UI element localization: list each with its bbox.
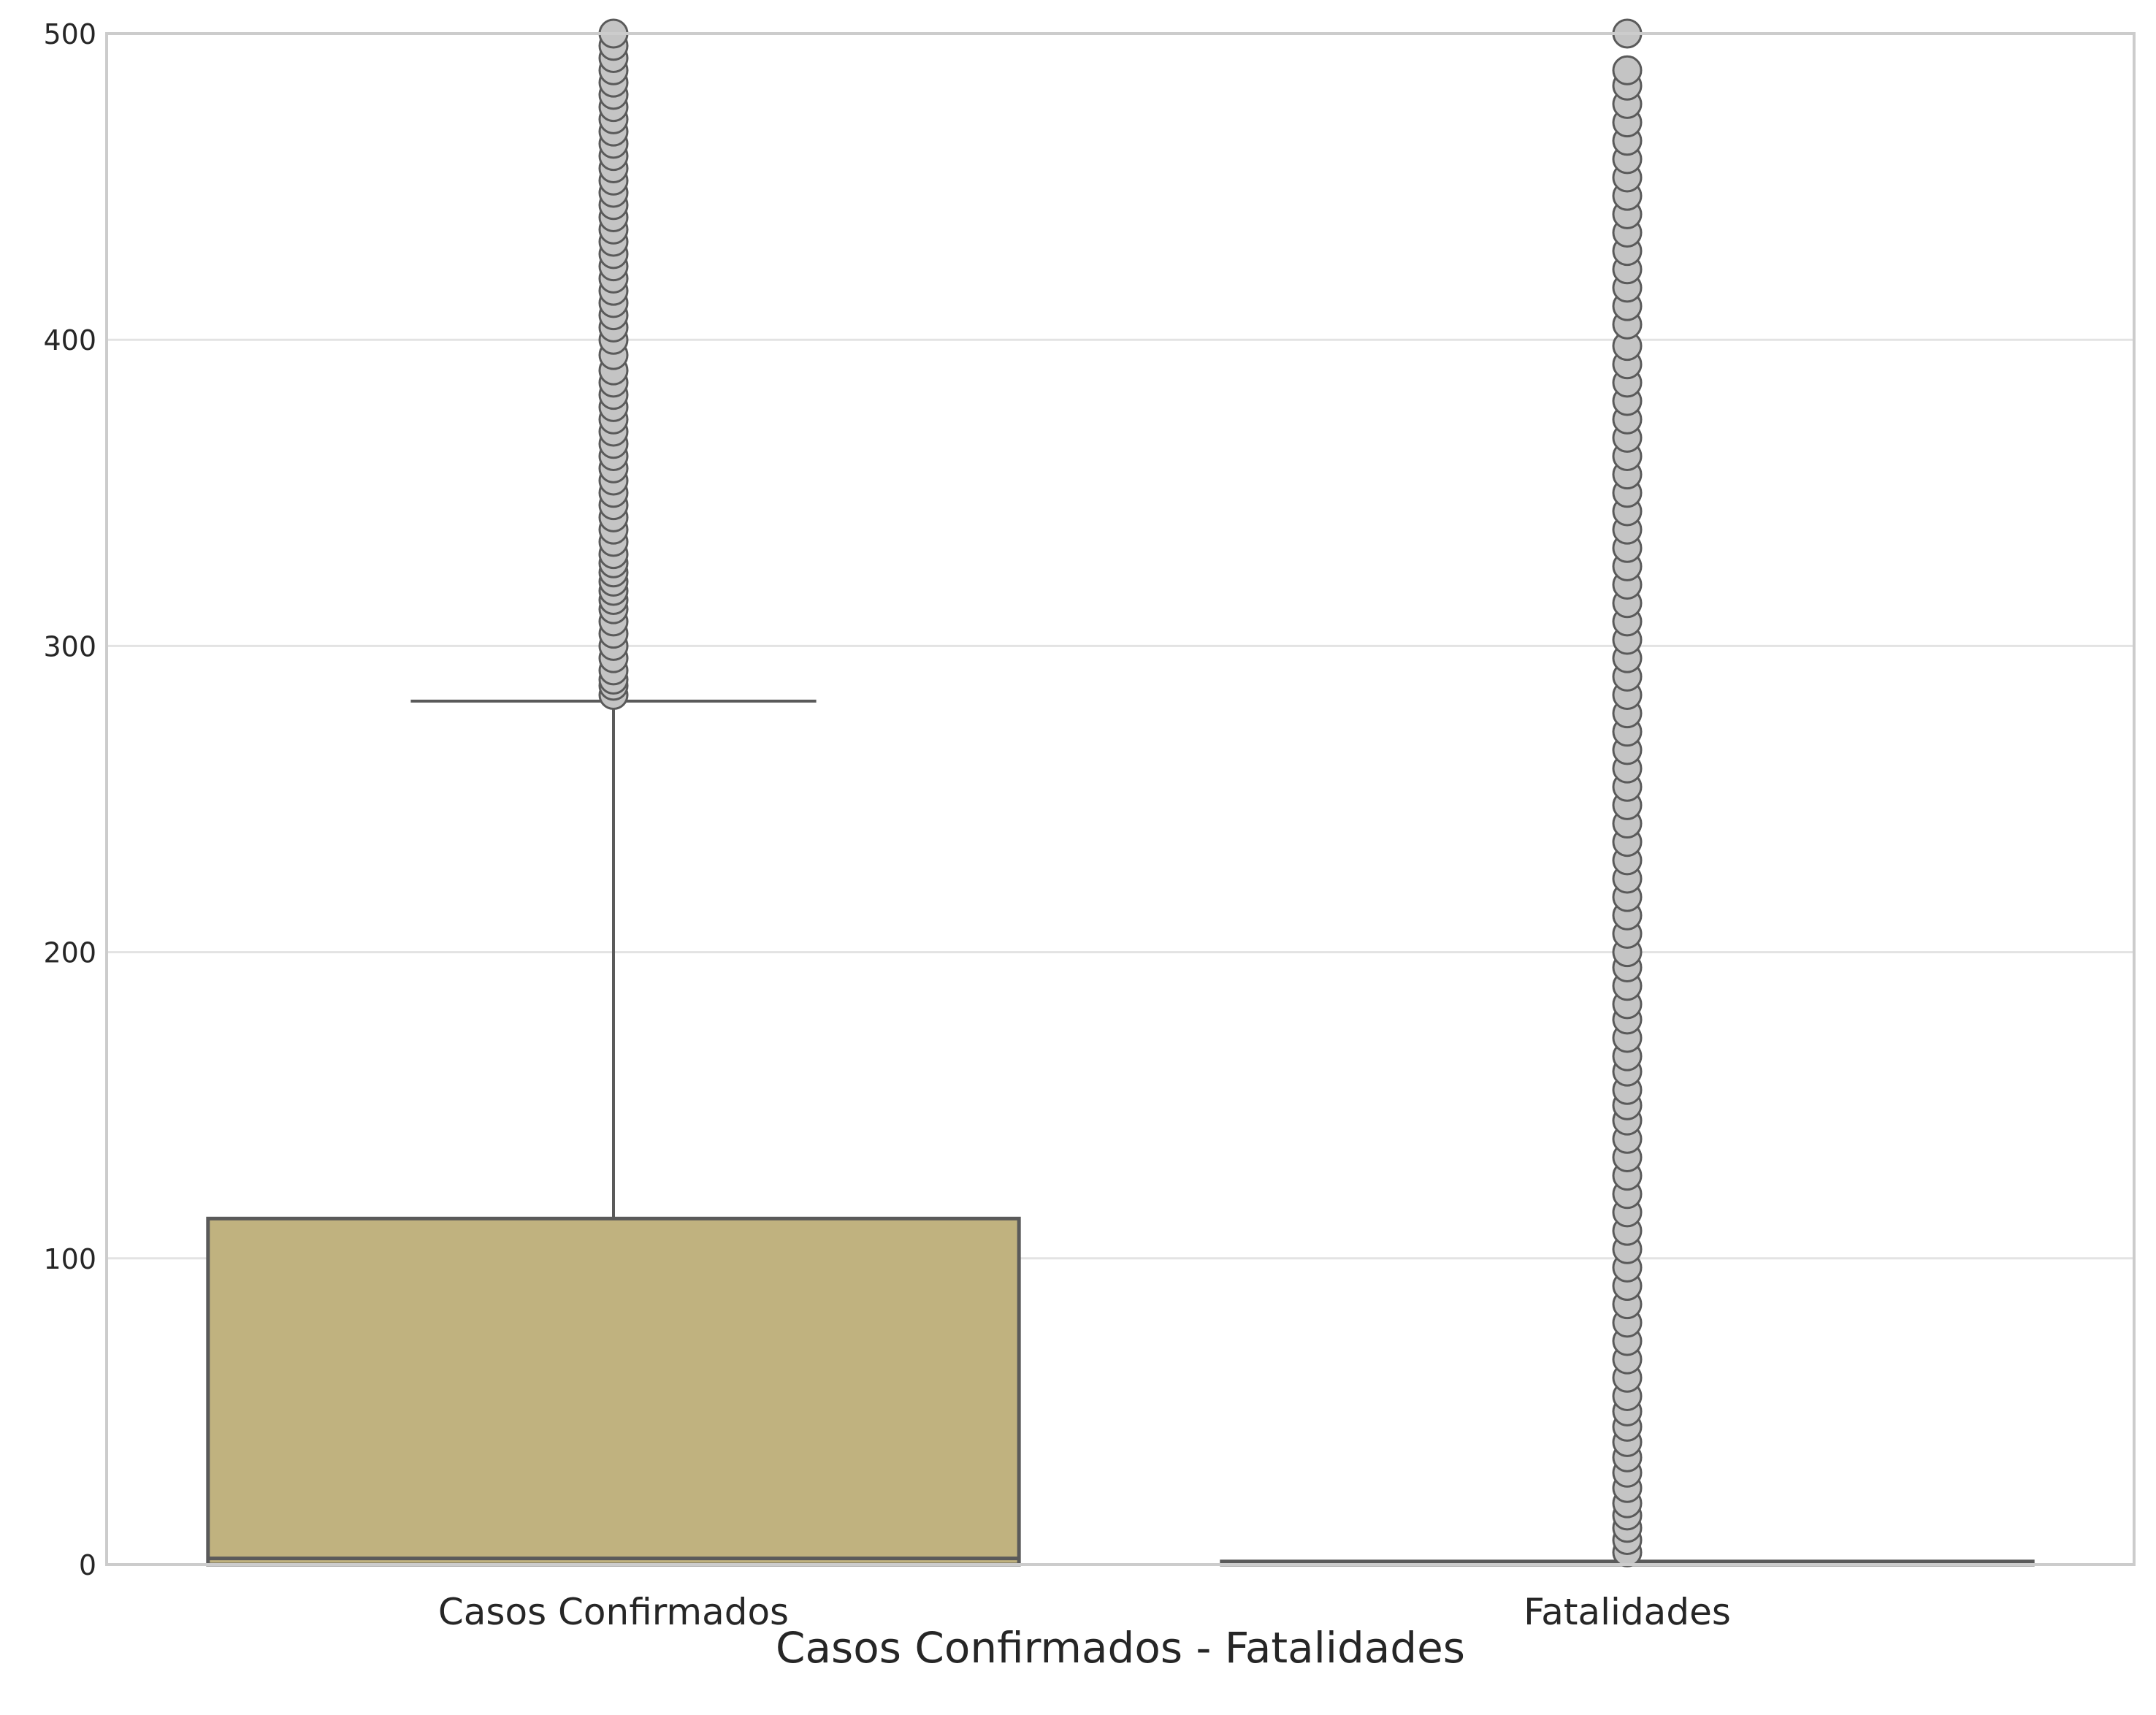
grid-lines (107, 338, 2134, 1260)
y-tick-label: 0 (79, 1549, 96, 1581)
y-tick-label: 300 (43, 630, 96, 662)
y-tick-label: 500 (43, 18, 96, 50)
outlier-point (1612, 55, 1643, 85)
y-tick-label: 100 (43, 1243, 96, 1275)
y-tick-label: 400 (43, 324, 96, 356)
x-tick-label: Casos Confirmados (438, 1591, 789, 1633)
box-elements (206, 699, 2035, 1567)
plot-frame (105, 32, 2136, 1566)
y-tick-label: 200 (43, 937, 96, 969)
outlier-points (598, 18, 1643, 1567)
x-tick-label: Fatalidades (1524, 1591, 1731, 1633)
box-iqr (206, 1216, 1021, 1567)
x-axis-title: Casos Confirmados - Fatalidades (776, 1623, 1465, 1673)
axes: 0 100 200 300 400 500 Casos Confirmados Fatalid… (43, 18, 2136, 1633)
